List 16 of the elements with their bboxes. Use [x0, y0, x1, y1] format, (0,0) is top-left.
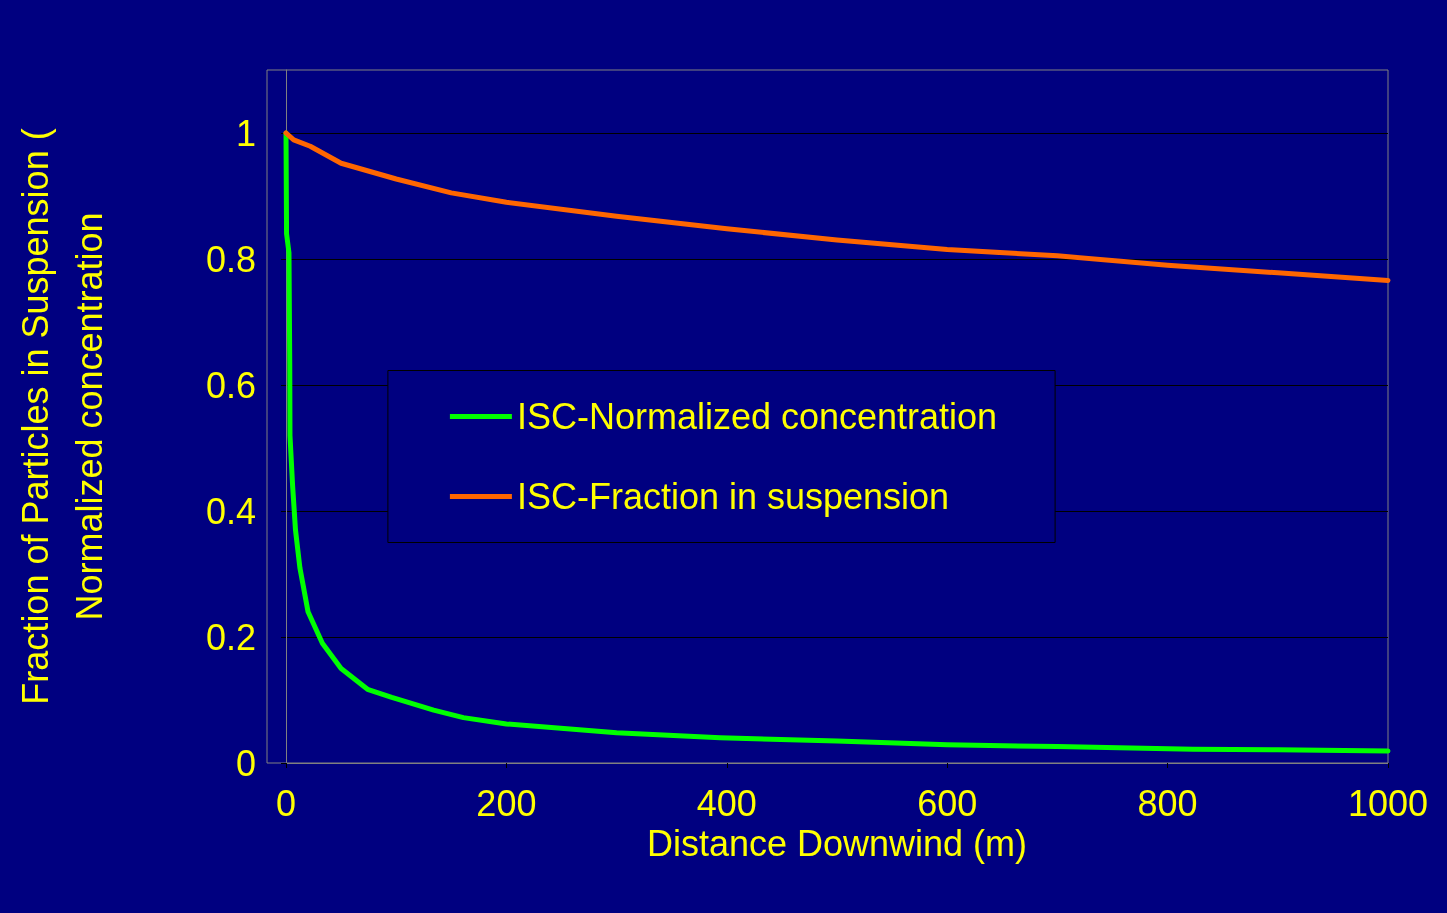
x-tick-label: 800	[1137, 782, 1198, 824]
x-tick-label: 600	[917, 782, 978, 824]
x-tick-label: 1000	[1347, 782, 1429, 824]
x-tick-label: 200	[476, 782, 537, 824]
x-tick-label: 400	[696, 782, 757, 824]
y-tick-label: 0.2	[205, 616, 256, 658]
legend-label: ISC-Fraction in suspension	[516, 476, 950, 517]
y-tick-label: 0.8	[205, 238, 256, 280]
y-tick-label: 1	[235, 112, 256, 154]
y-tick-label: 0	[235, 742, 256, 784]
legend-label: ISC-Normalized concentration	[516, 396, 998, 437]
x-tick-label: 0	[275, 782, 297, 824]
y-tick-label: 0.6	[205, 364, 256, 406]
y-tick-label: 0.4	[205, 490, 256, 532]
x-axis-title: Distance Downwind (m)	[646, 823, 1028, 865]
y-axis-title: Fraction of Particles in Suspension ( Normalized concentration	[14, 128, 110, 705]
